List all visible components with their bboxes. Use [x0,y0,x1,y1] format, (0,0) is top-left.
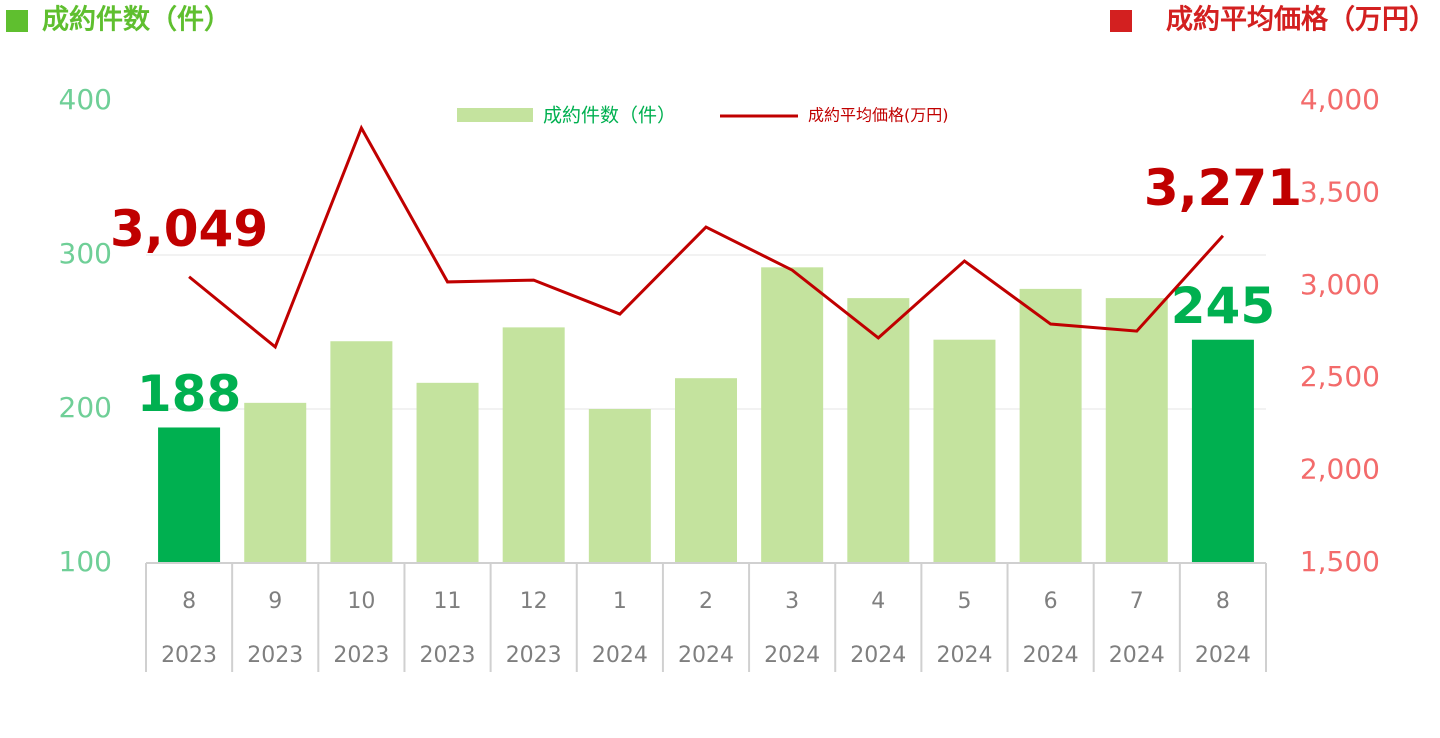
bar [158,427,221,563]
bar [1191,339,1254,563]
bar [244,402,307,563]
y-tick-label: 100 [59,545,112,578]
left-header: 成約件数（件） [42,4,231,36]
y2-tick-label: 3,500 [1300,175,1380,208]
x-tick-label: 4 [871,589,885,614]
x-year-label: 2023 [333,643,389,668]
line-value-label: 3,271 [1144,159,1302,217]
bar [1019,288,1082,563]
x-year-label: 2024 [678,643,734,668]
x-year-label: 2024 [1195,643,1251,668]
bar [933,339,996,563]
legend-swatch [457,108,533,122]
y-tick-label: 300 [59,237,112,270]
x-tick-label: 9 [268,589,282,614]
x-tick-label: 5 [957,589,971,614]
y-tick-label: 400 [59,83,112,116]
x-year-label: 2024 [592,643,648,668]
bar [675,378,737,563]
legend-label: 成約平均価格(万円) [808,106,949,125]
header-marker [1110,10,1132,32]
y-tick-label: 200 [59,391,112,424]
x-tick-label: 7 [1130,589,1144,614]
x-year-label: 2023 [420,643,476,668]
x-year-label: 2024 [850,643,906,668]
price-line [188,124,1225,350]
x-year-label: 2023 [161,643,217,668]
x-tick-label: 12 [520,589,548,614]
bar [502,327,565,563]
x-tick-label: 2 [699,589,713,614]
bar [330,341,393,563]
x-tick-label: 1 [613,589,627,614]
x-year-label: 2024 [1023,643,1079,668]
x-year-label: 2024 [936,643,992,668]
header-marker [6,10,28,32]
x-tick-label: 6 [1044,589,1058,614]
x-tick-label: 8 [1216,589,1230,614]
bar [761,267,824,563]
bar [1105,298,1168,563]
x-year-label: 2023 [247,643,303,668]
bar [588,409,651,563]
x-year-label: 2024 [764,643,820,668]
bar [416,382,479,563]
y2-tick-label: 3,000 [1300,268,1380,301]
right-header: 成約平均価格（万円） [1166,4,1436,36]
y2-tick-label: 2,500 [1300,360,1380,393]
x-year-label: 2024 [1109,643,1165,668]
bar-value-label: 188 [137,365,241,423]
x-tick-label: 8 [182,589,196,614]
bar-value-label: 245 [1171,277,1275,335]
y2-tick-label: 1,500 [1300,545,1380,578]
x-tick-label: 3 [785,589,799,614]
legend-label: 成約件数（件） [543,105,676,127]
y2-tick-label: 2,000 [1300,453,1380,486]
y2-tick-label: 4,000 [1300,83,1380,116]
x-tick-label: 11 [434,589,462,614]
bar [847,298,910,563]
x-tick-label: 10 [347,589,375,614]
x-year-label: 2023 [506,643,562,668]
line-value-label: 3,049 [110,200,268,258]
